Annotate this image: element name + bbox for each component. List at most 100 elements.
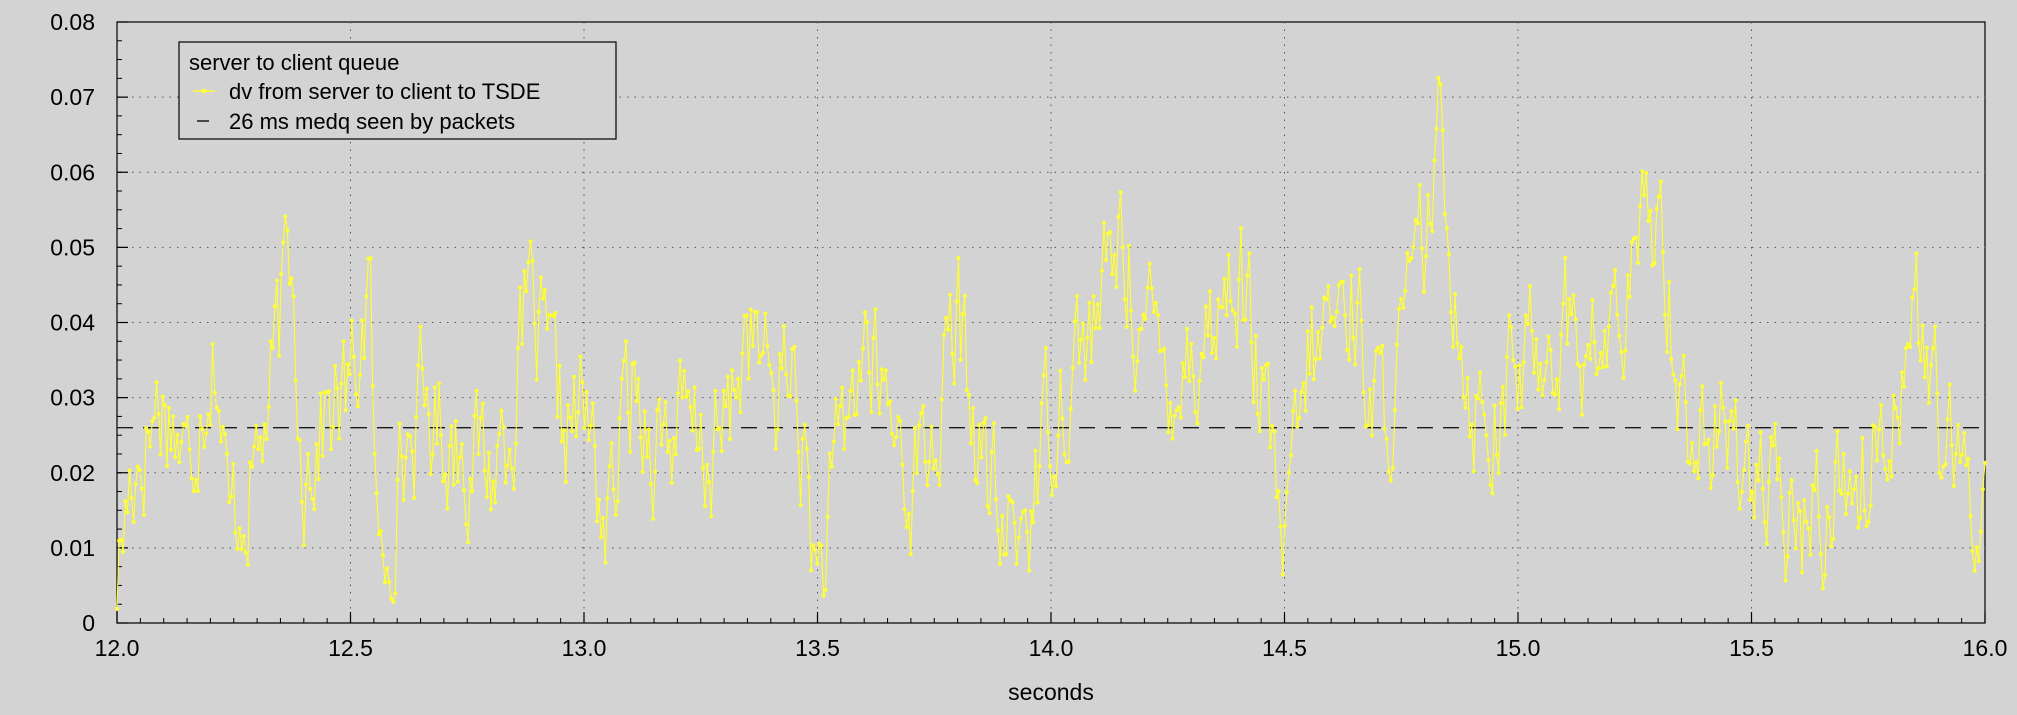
- data-point-dv: [503, 480, 508, 485]
- data-point-dv: [391, 599, 396, 604]
- data-point-dv: [135, 464, 140, 469]
- data-point-dv: [1164, 383, 1169, 388]
- data-point-dv: [1272, 429, 1277, 434]
- data-point-dv: [626, 410, 631, 415]
- data-point-dv: [1039, 401, 1044, 406]
- y-tick-label: 0.06: [50, 159, 95, 185]
- data-point-dv: [1494, 453, 1499, 457]
- data-point-dv: [802, 422, 807, 427]
- data-point-dv: [1567, 297, 1572, 301]
- data-point-dv: [1417, 183, 1422, 187]
- data-point-dv: [1700, 384, 1705, 389]
- data-point-dv: [717, 426, 722, 431]
- data-point-dv: [1097, 325, 1102, 330]
- data-point-dv: [1434, 126, 1439, 131]
- data-point-dv: [1916, 341, 1921, 345]
- data-point-dv: [152, 415, 157, 420]
- data-point-dv: [906, 511, 911, 516]
- data-point-dv: [1415, 221, 1420, 226]
- data-point-dv: [686, 389, 691, 394]
- data-point-dv: [426, 412, 431, 417]
- data-point-dv: [430, 452, 435, 457]
- data-point-dv: [811, 543, 816, 548]
- data-point-dv: [1172, 413, 1177, 418]
- data-point-dv: [640, 469, 645, 474]
- data-point-dv: [944, 315, 949, 320]
- data-point-dv: [1611, 284, 1616, 288]
- data-point-dv: [1482, 412, 1487, 417]
- data-point-dv: [482, 468, 487, 473]
- data-point-dv: [636, 376, 641, 381]
- data-point-dv: [1623, 348, 1628, 353]
- x-tick-label: 14.5: [1262, 635, 1307, 661]
- data-point-dv: [1667, 279, 1672, 284]
- data-point-dv: [1476, 396, 1480, 401]
- data-point-dv: [809, 568, 813, 573]
- data-point-dv: [1480, 400, 1485, 405]
- data-point-dv: [1968, 513, 1973, 518]
- data-point-dv: [557, 363, 562, 368]
- data-point-dv: [711, 449, 716, 454]
- data-point-dv: [1276, 489, 1281, 493]
- data-point-dv: [486, 450, 491, 455]
- data-point-dv: [378, 529, 383, 534]
- data-point-dv: [1579, 412, 1584, 417]
- data-point-dv: [1590, 298, 1595, 302]
- data-point-dv: [649, 482, 653, 487]
- data-point-dv: [125, 510, 130, 515]
- data-point-dv: [1399, 297, 1404, 301]
- data-point-dv: [1075, 294, 1079, 298]
- data-point-dv: [555, 414, 560, 419]
- data-point-dv: [489, 507, 493, 512]
- data-point-dv: [601, 515, 606, 520]
- data-point-dv: [1737, 506, 1742, 511]
- data-point-dv: [910, 489, 915, 493]
- data-point-dv: [1353, 362, 1358, 367]
- data-point-dv: [1212, 335, 1217, 340]
- x-tick-label: 12.0: [95, 635, 140, 661]
- data-point-dv: [1850, 501, 1854, 506]
- data-point-dv: [1027, 568, 1032, 573]
- data-point-dv: [1746, 423, 1751, 428]
- data-point-dv: [1045, 430, 1050, 434]
- data-point-dv: [1376, 345, 1381, 350]
- data-point-dv: [1305, 329, 1310, 334]
- x-tick-label: 13.0: [562, 635, 607, 661]
- data-point-dv: [1303, 408, 1308, 413]
- data-point-dv: [1033, 448, 1038, 453]
- data-point-dv: [1324, 297, 1329, 302]
- data-point-dv: [667, 438, 672, 443]
- data-point-dv: [634, 399, 639, 404]
- data-point-dv: [291, 294, 296, 299]
- data-point-dv: [975, 481, 980, 486]
- data-point-dv: [966, 392, 971, 397]
- data-point-dv: [1754, 462, 1759, 467]
- data-point-dv: [1343, 313, 1347, 318]
- data-point-dv: [983, 416, 988, 421]
- data-point-dv: [1224, 313, 1229, 318]
- data-point-dv: [1066, 459, 1071, 464]
- data-point-dv: [393, 591, 398, 596]
- data-point-dv: [1868, 503, 1873, 508]
- data-point-dv: [744, 313, 749, 318]
- data-point-dv: [850, 368, 855, 373]
- data-point-dv: [1104, 258, 1109, 262]
- data-point-dv: [821, 593, 826, 598]
- data-point-dv: [1893, 406, 1898, 411]
- data-point-dv: [846, 414, 851, 419]
- data-point-dv: [1559, 332, 1564, 337]
- data-point-dv: [1018, 516, 1023, 521]
- data-point-dv: [1891, 393, 1896, 398]
- data-point-dv: [721, 388, 726, 393]
- data-point-dv: [1783, 578, 1788, 583]
- data-point-dv: [1478, 370, 1483, 375]
- data-point-dv: [1469, 422, 1474, 427]
- data-point-dv: [437, 381, 442, 386]
- data-point-dv: [455, 479, 460, 484]
- data-point-dv: [422, 403, 427, 408]
- data-point-dv: [1029, 509, 1034, 514]
- data-point-dv: [890, 431, 894, 436]
- data-point-dv: [493, 500, 498, 505]
- x-tick-label: 14.0: [1029, 635, 1074, 661]
- data-point-dv: [1318, 356, 1323, 361]
